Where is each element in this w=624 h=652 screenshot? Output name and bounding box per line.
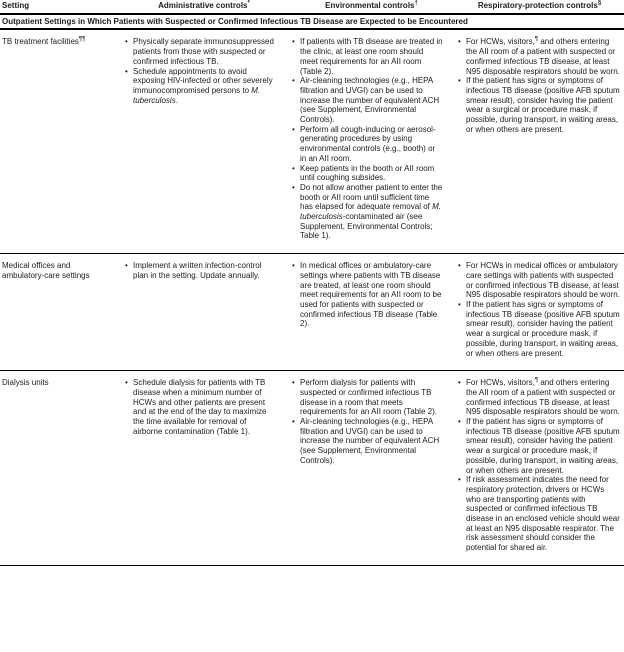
- environmental-cell: If patients with TB disease are treated …: [288, 29, 455, 253]
- bullet-item: If the patient has signs or symptoms of …: [458, 76, 620, 134]
- respiratory-bullet-list: For HCWs, visitors,¶ and others entering…: [458, 37, 620, 134]
- bullet-item: Air-cleaning technologies (e.g., HEPA fi…: [292, 76, 443, 125]
- respiratory-cell: For HCWs in medical offices or ambulator…: [455, 254, 624, 371]
- section-header-row: Outpatient Settings in Which Patients wi…: [0, 13, 624, 31]
- respiratory-bullet-list: For HCWs, visitors,¶ and others entering…: [458, 378, 620, 553]
- bullet-item: For HCWs, visitors,¶ and others entering…: [458, 37, 620, 76]
- col-header-environmental: Environmental controls†: [288, 0, 455, 15]
- respiratory-cell: For HCWs, visitors,¶ and others entering…: [455, 371, 624, 566]
- bullet-item: Perform all cough-inducing or aerosol-ge…: [292, 125, 443, 164]
- administrative-bullet-list: Implement a written infection-control pl…: [125, 261, 276, 280]
- bullet-item: If the patient has signs or symptoms of …: [458, 417, 620, 475]
- environmental-cell: In medical offices or ambulatory-care se…: [288, 254, 455, 371]
- col-header-respiratory-label: Respiratory-protection controls: [477, 1, 598, 10]
- setting-cell: TB treatment facilities¶¶: [2, 36, 86, 47]
- administrative-bullet-list: Physically separate immunosuppressed pat…: [125, 37, 276, 105]
- environmental-cell: Perform dialysis for patients with suspe…: [288, 371, 455, 566]
- tb-controls-table: Setting Administrative controls* Environ…: [0, 0, 624, 566]
- administrative-cell: Schedule dialysis for patients with TB d…: [120, 371, 288, 566]
- bullet-item: In medical offices or ambulatory-care se…: [292, 261, 443, 329]
- col-header-setting: Setting: [0, 0, 120, 15]
- bullet-item: For HCWs in medical offices or ambulator…: [458, 261, 620, 300]
- table-row: TB treatment facilities¶¶ Physically sepa…: [0, 29, 624, 254]
- bullet-item: Physically separate immunosuppressed pat…: [125, 37, 276, 66]
- table-body: TB treatment facilities¶¶ Physically sepa…: [0, 29, 624, 566]
- bullet-item: Perform dialysis for patients with suspe…: [292, 378, 443, 417]
- col-header-administrative-label: Administrative controls: [158, 1, 248, 10]
- bullet-item: Schedule dialysis for patients with TB d…: [125, 378, 276, 436]
- environmental-bullet-list: If patients with TB disease are treated …: [292, 37, 443, 241]
- bullet-item: If the patient has signs or symptoms of …: [458, 300, 620, 358]
- administrative-cell: Physically separate immunosuppressed pat…: [120, 29, 288, 253]
- col-header-respiratory-footnote: §: [597, 0, 602, 7]
- environmental-bullet-list: Perform dialysis for patients with suspe…: [292, 378, 443, 465]
- bullet-item: For HCWs, visitors,¶ and others entering…: [458, 378, 620, 417]
- administrative-cell: Implement a written infection-control pl…: [120, 254, 288, 371]
- bullet-item: If risk assessment indicates the need fo…: [458, 475, 620, 553]
- environmental-bullet-list: In medical offices or ambulatory-care se…: [292, 261, 443, 329]
- column-header-row: Setting Administrative controls* Environ…: [0, 0, 624, 15]
- bullet-item: Implement a written infection-control pl…: [125, 261, 276, 280]
- administrative-bullet-list: Schedule dialysis for patients with TB d…: [125, 378, 276, 436]
- respiratory-bullet-list: For HCWs in medical offices or ambulator…: [458, 261, 620, 358]
- respiratory-cell: For HCWs, visitors,¶ and others entering…: [455, 29, 624, 253]
- col-header-administrative-footnote: *: [247, 0, 250, 7]
- setting-cell: Dialysis units: [2, 378, 49, 388]
- col-header-administrative: Administrative controls*: [120, 0, 288, 15]
- bullet-item: Air-cleaning technologies (e.g., HEPA fi…: [292, 417, 443, 466]
- col-header-respiratory: Respiratory-protection controls§: [455, 0, 624, 15]
- table-row: Medical offices and ambulatory-care sett…: [0, 254, 624, 371]
- col-header-environmental-footnote: †: [414, 0, 418, 7]
- bullet-item: Keep patients in the booth or AII room u…: [292, 164, 443, 183]
- bullet-item: Schedule appointments to avoid exposing …: [125, 67, 276, 106]
- section-header: Outpatient Settings in Which Patients wi…: [0, 13, 624, 31]
- col-header-setting-label: Setting: [2, 1, 30, 10]
- table-row: Dialysis units Schedule dialysis for pati…: [0, 371, 624, 566]
- col-header-environmental-label: Environmental controls: [325, 1, 415, 10]
- bullet-item: Do not allow another patient to enter th…: [292, 183, 443, 241]
- bullet-item: If patients with TB disease are treated …: [292, 37, 443, 76]
- setting-cell: Medical offices and ambulatory-care sett…: [2, 261, 90, 280]
